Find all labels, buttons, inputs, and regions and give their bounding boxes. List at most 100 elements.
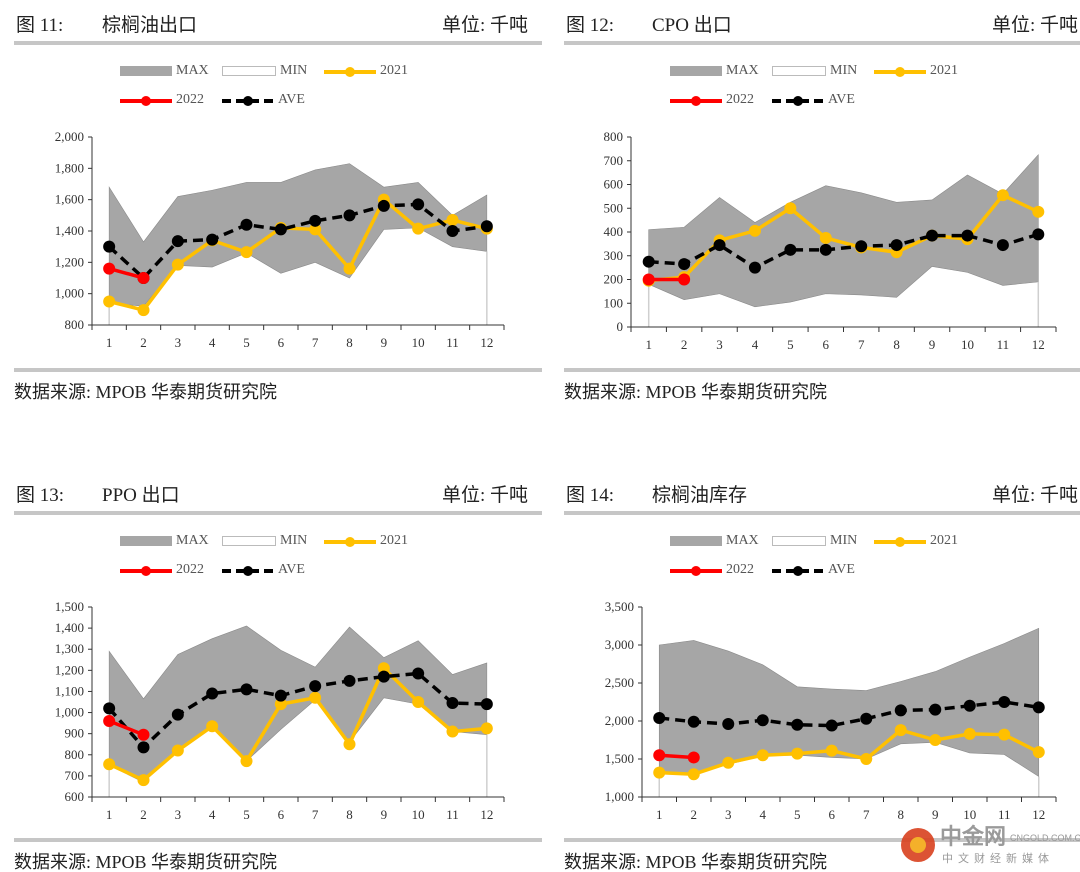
chart-title: 棕榈油库存	[652, 485, 748, 506]
series-ave-point	[446, 225, 459, 237]
unit-label: 单位: 千吨	[991, 15, 1078, 36]
legend-label-y2022: 2022	[176, 92, 204, 107]
series-ave-point	[784, 243, 797, 256]
x-tick-label: 7	[312, 807, 319, 822]
y-tick-label: 0	[617, 319, 624, 334]
y-tick-label: 900	[65, 726, 85, 741]
series-ave-point	[756, 714, 769, 727]
footer-divider	[14, 838, 542, 842]
legend-item-min: MIN	[772, 533, 857, 549]
series-2021-point	[171, 744, 184, 757]
series-ave-point	[653, 711, 666, 724]
legend-swatch-y2022	[120, 95, 172, 106]
series-ave-point	[678, 258, 691, 271]
x-tick-label: 10	[412, 807, 425, 822]
legend-label-ave: AVE	[278, 92, 305, 107]
legend-swatch-y2021	[874, 536, 926, 547]
legend-swatch-max	[120, 66, 172, 76]
y-tick-label: 1,100	[55, 683, 84, 698]
x-tick-label: 5	[787, 337, 794, 352]
series-2021-point	[929, 734, 942, 746]
legend-swatch-y2021	[324, 536, 376, 547]
legend-item-ave: AVE	[772, 92, 855, 108]
series-ave-point	[855, 240, 868, 253]
series-ave-line	[107, 671, 487, 750]
x-tick-label: 12	[480, 335, 493, 350]
legend-item-y2021: 2021	[874, 63, 958, 79]
series-2021-point	[137, 774, 150, 787]
y-tick-label: 3,500	[605, 599, 634, 614]
x-tick-label: 9	[381, 807, 388, 822]
legend-label-y2022: 2022	[726, 562, 754, 577]
x-tick-label: 9	[932, 807, 939, 822]
series-2022-point	[678, 273, 691, 286]
legend-swatch-min	[222, 66, 276, 76]
series-ave-point	[687, 715, 700, 728]
legend-item-y2022: 2022	[120, 92, 204, 108]
y-tick-label: 1,400	[55, 620, 84, 635]
series-ave-point	[713, 239, 726, 252]
watermark-domain: CNGOLD.COM.CN	[1010, 833, 1080, 843]
x-tick-label: 10	[961, 337, 974, 352]
x-tick-label: 11	[446, 807, 459, 822]
legend-label-y2021: 2021	[930, 533, 958, 548]
series-2021-point	[996, 189, 1009, 202]
series-2021-point	[963, 727, 976, 740]
y-tick-label: 1,300	[55, 641, 84, 656]
header-divider	[14, 41, 542, 45]
x-tick-label: 7	[863, 807, 870, 822]
series-2021-point	[240, 246, 253, 259]
legend-label-max: MAX	[176, 533, 209, 548]
legend-swatch-ave	[222, 565, 274, 576]
figure-number: 图 11:	[16, 15, 64, 36]
y-tick-label: 1,600	[55, 192, 84, 207]
y-tick-label: 1,500	[55, 599, 84, 614]
series-ave-point	[343, 209, 356, 222]
x-tick-label: 9	[381, 335, 388, 350]
x-tick-label: 8	[893, 337, 900, 352]
series-2021-point	[137, 304, 150, 317]
footer-divider	[14, 368, 542, 372]
legend-item-max: MAX	[120, 63, 209, 79]
x-tick-label: 2	[140, 807, 147, 822]
series-2021-point	[103, 295, 116, 308]
x-tick-label: 6	[278, 335, 285, 350]
legend-item-min: MIN	[772, 63, 857, 79]
series-2021-point	[998, 728, 1011, 741]
unit-label: 单位: 千吨	[991, 485, 1078, 506]
series-ave-point	[748, 261, 761, 274]
series-2021-point	[480, 722, 493, 735]
series-2022-point	[687, 751, 700, 764]
series-ave-point	[137, 741, 150, 754]
source-note: 数据来源: MPOB 华泰期货研究院	[564, 852, 828, 872]
series-2021-point	[274, 698, 287, 711]
series-2021-point	[446, 725, 459, 738]
series-ave-point	[274, 689, 287, 702]
y-tick-label: 2,500	[605, 675, 634, 690]
series-ave-point	[642, 255, 655, 268]
series-2021-point	[860, 753, 873, 765]
series-ave-point	[103, 240, 116, 253]
legend-swatch-y2022	[670, 565, 722, 576]
x-tick-label: 7	[858, 337, 865, 352]
series-2021-point	[825, 744, 838, 757]
legend-label-y2021: 2021	[380, 63, 408, 78]
series-ave-line	[107, 202, 488, 281]
legend-swatch-min	[222, 536, 276, 546]
legend-item-y2022: 2022	[670, 562, 754, 578]
series-ave-point	[412, 667, 425, 680]
series-ave-point	[240, 218, 253, 231]
figure-number: 图 14:	[566, 485, 615, 506]
series-ave-line	[648, 232, 1039, 270]
legend-label-y2021: 2021	[380, 533, 408, 548]
y-tick-label: 1,000	[605, 789, 634, 804]
unit-label: 单位: 千吨	[441, 15, 528, 36]
series-ave-point	[819, 243, 832, 256]
y-tick-label: 800	[65, 747, 85, 762]
series-2022-point	[653, 749, 666, 762]
series-ave-point	[480, 220, 493, 233]
series-2021-point	[309, 691, 322, 704]
series-2022-point	[137, 272, 150, 284]
